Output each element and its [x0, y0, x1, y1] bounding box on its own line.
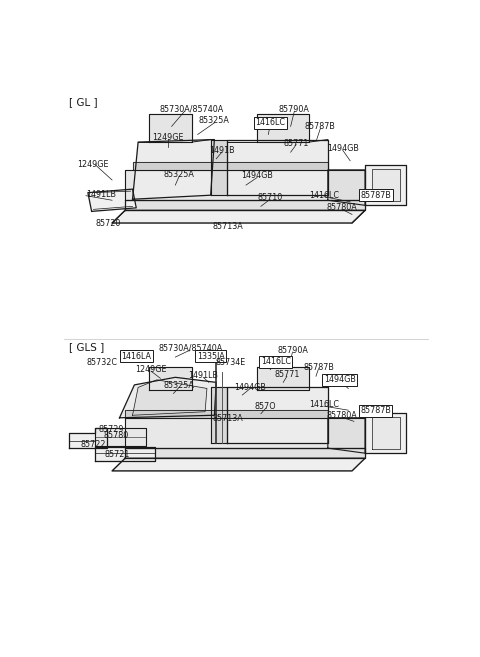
Text: 85787B: 85787B — [361, 191, 392, 200]
Text: 857O: 857O — [255, 402, 276, 411]
Text: 1494GB: 1494GB — [324, 375, 356, 384]
Polygon shape — [96, 428, 145, 445]
Polygon shape — [372, 417, 400, 449]
Text: 85325A: 85325A — [164, 382, 194, 390]
Polygon shape — [96, 447, 155, 461]
Text: 1416LC: 1416LC — [255, 118, 285, 127]
Polygon shape — [125, 200, 365, 210]
Polygon shape — [132, 139, 215, 199]
Text: 1416LA: 1416LA — [121, 351, 151, 361]
Text: 85325A: 85325A — [164, 170, 194, 179]
Polygon shape — [211, 388, 228, 443]
Polygon shape — [125, 418, 365, 448]
Polygon shape — [132, 162, 328, 170]
Polygon shape — [257, 114, 309, 142]
Text: 85721: 85721 — [105, 449, 131, 459]
Polygon shape — [328, 418, 365, 453]
Text: 85771: 85771 — [284, 139, 309, 148]
Text: 1416LC: 1416LC — [309, 191, 339, 200]
Polygon shape — [112, 459, 365, 471]
Polygon shape — [149, 367, 192, 390]
Text: 85787B: 85787B — [305, 122, 336, 131]
Text: 1491LB: 1491LB — [86, 190, 116, 198]
Text: 85771: 85771 — [274, 371, 300, 379]
Text: 85713A: 85713A — [213, 415, 243, 423]
Text: 85729: 85729 — [98, 425, 124, 434]
Polygon shape — [112, 210, 365, 223]
Polygon shape — [132, 380, 207, 415]
Polygon shape — [69, 428, 107, 448]
Text: 85325A: 85325A — [199, 116, 230, 125]
Text: 85734E: 85734E — [215, 357, 245, 367]
Text: 1494GB: 1494GB — [241, 171, 273, 181]
Text: 85730A/85740A: 85730A/85740A — [158, 344, 222, 352]
Text: 1335JA: 1335JA — [197, 351, 225, 361]
Text: 1491B: 1491B — [209, 146, 235, 155]
Text: 85732C: 85732C — [86, 357, 117, 367]
Polygon shape — [125, 170, 365, 200]
Text: 85787B: 85787B — [303, 363, 334, 372]
Text: 1249GE: 1249GE — [152, 133, 184, 141]
Polygon shape — [125, 410, 328, 418]
Polygon shape — [257, 367, 309, 390]
Polygon shape — [365, 413, 406, 453]
Text: 1494GB: 1494GB — [327, 144, 359, 153]
Text: 1494GB: 1494GB — [234, 383, 265, 392]
Text: 85790A: 85790A — [279, 104, 310, 114]
Polygon shape — [365, 165, 406, 205]
Text: 85787B: 85787B — [360, 406, 391, 415]
Polygon shape — [228, 139, 328, 195]
Text: 1416LC: 1416LC — [261, 357, 291, 366]
Polygon shape — [125, 448, 365, 459]
Polygon shape — [120, 377, 216, 418]
Polygon shape — [372, 169, 400, 201]
Polygon shape — [149, 114, 192, 142]
Polygon shape — [228, 388, 328, 443]
Text: 1249GE: 1249GE — [135, 365, 167, 374]
Text: 85730A/85740A: 85730A/85740A — [160, 104, 224, 114]
Text: 85780A: 85780A — [326, 204, 357, 212]
Text: 85710: 85710 — [258, 193, 283, 202]
Polygon shape — [211, 139, 228, 195]
Text: [ GL ]: [ GL ] — [69, 97, 98, 106]
Text: 1416LC: 1416LC — [309, 400, 339, 409]
Text: 85780: 85780 — [103, 432, 129, 440]
Text: 85722: 85722 — [81, 440, 106, 449]
Text: 1249GE: 1249GE — [77, 160, 108, 170]
Text: 85780A: 85780A — [326, 411, 357, 420]
Polygon shape — [328, 170, 365, 205]
Text: [ GLS ]: [ GLS ] — [69, 342, 105, 352]
Text: 1491LB: 1491LB — [188, 371, 218, 380]
Text: 85720: 85720 — [96, 219, 121, 227]
Text: 85790A: 85790A — [277, 346, 308, 355]
Polygon shape — [88, 189, 136, 212]
Text: 85713A: 85713A — [212, 222, 243, 231]
